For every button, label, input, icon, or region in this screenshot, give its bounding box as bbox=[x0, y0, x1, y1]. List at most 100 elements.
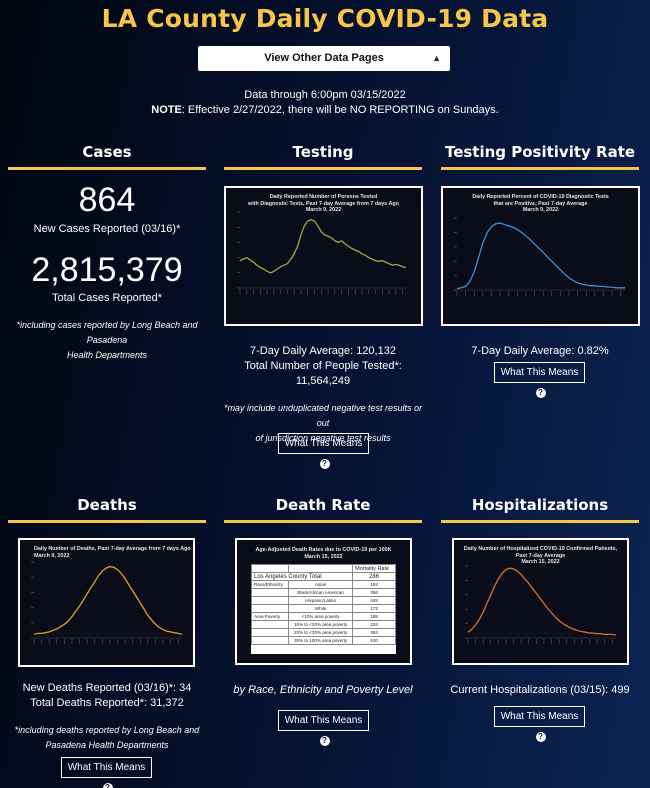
positivity-chart-title: Daily Reported Percent of COVID-19 Diagn… bbox=[443, 194, 638, 214]
positivity-series-line bbox=[456, 222, 625, 290]
total-cases-label: Total Cases Reported* bbox=[51, 292, 163, 304]
mortality-row: Hispanic/Latino 445 bbox=[250, 596, 396, 605]
testing-rule bbox=[224, 167, 422, 170]
testing-footnote-line2: of jurisdiction negative test results bbox=[255, 433, 391, 443]
new-deaths-label: New Deaths Reported (03/16)*: 34 bbox=[22, 682, 192, 694]
mortality-cell-label: White bbox=[288, 604, 354, 613]
mortality-cell-label: Black/African American bbox=[288, 588, 354, 597]
question-icon: ? bbox=[319, 459, 330, 469]
testing-chart-title-line1: Daily Reported Number of Persons Tested bbox=[269, 194, 378, 200]
mortality-cell-value: 234 bbox=[352, 620, 396, 629]
positivity-button-label: What This Means bbox=[500, 367, 579, 378]
deaths-footnote-line2: Pasadena Health Departments bbox=[45, 740, 169, 750]
positivity-chart[interactable]: Daily Reported Percent of COVID-19 Diagn… bbox=[441, 186, 640, 326]
testing-button-label: What This Means bbox=[284, 438, 363, 449]
death-rate-button-label: What This Means bbox=[284, 715, 363, 726]
hospitalizations-what-this-means-button[interactable]: What This Means? bbox=[494, 706, 585, 742]
mortality-cell-group bbox=[250, 588, 290, 597]
mortality-cell-label: 20% to <30% area poverty bbox=[288, 628, 354, 637]
mortality-cell-group bbox=[250, 628, 290, 637]
deaths-line-plot bbox=[31, 561, 183, 644]
mortality-row: 30% to 100% area poverty 510 bbox=[250, 636, 396, 645]
mortality-row: Black/African American 366 bbox=[250, 588, 396, 597]
hospitalizations-section-title: Hospitalizations bbox=[471, 496, 609, 514]
cases-footnote-line2: Health Departments bbox=[66, 350, 148, 360]
mortality-cell-group: Area Poverty bbox=[250, 612, 290, 621]
mortality-row: Race/Ethnicity Asian 193 bbox=[250, 580, 396, 589]
testing-line-plot bbox=[237, 211, 407, 294]
positivity-section-title: Testing Positivity Rate bbox=[444, 143, 636, 161]
mortality-cell-label: 10% to <20% area poverty bbox=[288, 620, 354, 629]
death-rate-section-title: Death Rate bbox=[275, 496, 371, 514]
updown-chevron-icon: ▲ bbox=[432, 53, 441, 63]
mortality-cell-group bbox=[250, 604, 290, 613]
mortality-cell-label: Hispanic/Latino bbox=[288, 596, 354, 605]
hospitalizations-line-plot bbox=[465, 565, 617, 644]
hospitalizations-chart-title-line3: March 15, 2022 bbox=[521, 559, 560, 565]
testing-chart[interactable]: Daily Reported Number of Persons Tested … bbox=[224, 186, 423, 326]
note-label: NOTE bbox=[151, 104, 182, 116]
deaths-chart-title-line1: Daily Number of Deaths, Past 7-day Avera… bbox=[34, 546, 191, 552]
deaths-chart-title-line2: March 9, 2022 bbox=[34, 552, 70, 559]
testing-footnote: *may include unduplicated negative test … bbox=[218, 401, 428, 446]
hospitalizations-chart-title-line1: Daily Number of Hospitalized COVID-19 Co… bbox=[463, 546, 618, 552]
mortality-cell-value: 193 bbox=[352, 580, 396, 589]
positivity-chart-title-line3: March 9, 2022 bbox=[522, 207, 559, 213]
mortality-header: Mortality Rate bbox=[352, 564, 396, 573]
current-hospitalizations: Current Hospitalizations (03/15): 499 bbox=[450, 684, 630, 696]
hospitalizations-series-line bbox=[467, 567, 617, 636]
mortality-cell-value: 445 bbox=[352, 596, 396, 605]
cases-section-title: Cases bbox=[82, 143, 132, 161]
cases-rule bbox=[8, 167, 206, 170]
death-rate-chart-title-line2: March 15, 2022 bbox=[304, 553, 343, 560]
positivity-rule bbox=[441, 167, 639, 170]
hospitalizations-chart[interactable]: Daily Number of Hospitalized COVID-19 Co… bbox=[452, 538, 629, 665]
deaths-series-line bbox=[33, 565, 183, 635]
testing-chart-title-line2: with Diagnostic Tests, Past 7-day Averag… bbox=[248, 200, 399, 207]
death-rate-what-this-means-button[interactable]: What This Means? bbox=[278, 710, 369, 746]
select-value: View Other Data Pages bbox=[264, 52, 384, 64]
county-total-label: Los Angeles County Total bbox=[250, 572, 354, 581]
hospitalizations-rule bbox=[441, 520, 639, 523]
question-icon: ? bbox=[319, 736, 330, 746]
mortality-cell-label: Asian bbox=[288, 580, 354, 589]
question-icon: ? bbox=[102, 783, 113, 788]
new-cases-label: New Cases Reported (03/16)* bbox=[33, 223, 181, 235]
county-total-value: 286 bbox=[352, 572, 396, 581]
deaths-what-this-means-button[interactable]: What This Means? bbox=[61, 757, 152, 788]
mortality-row: 10% to <20% area poverty 234 bbox=[250, 620, 396, 629]
question-icon: ? bbox=[535, 388, 546, 398]
testing-section-title: Testing bbox=[292, 143, 354, 161]
mortality-row: White 172 bbox=[250, 604, 396, 613]
total-deaths-label: Total Deaths Reported*: 31,372 bbox=[30, 697, 184, 709]
deaths-button-label: What This Means bbox=[67, 762, 146, 773]
mortality-table: Mortality Rate Los Angeles County Total 2… bbox=[250, 564, 396, 654]
new-cases-value: 864 bbox=[78, 181, 136, 219]
hospitalizations-chart-title-line2: Past 7-day Average bbox=[515, 552, 566, 559]
cases-footnote-line1: *including cases reported by Long Beach … bbox=[16, 320, 198, 345]
data-pages-select[interactable]: View Other Data Pages ▲ bbox=[198, 46, 450, 71]
positivity-chart-title-line2: that are Positive, Past 7-day Average bbox=[493, 200, 588, 207]
mortality-row: Area Poverty <10% area poverty 188 bbox=[250, 612, 396, 621]
testing-what-this-means-button[interactable]: What This Means? bbox=[278, 433, 369, 469]
death-rate-chart[interactable]: Age-Adjusted Death Rates due to COVID-19… bbox=[235, 538, 412, 665]
deaths-rule bbox=[8, 520, 206, 523]
hospitalizations-chart-title: Daily Number of Hospitalized COVID-19 Co… bbox=[454, 546, 627, 566]
testing-chart-title-line3: March 9, 2022 bbox=[305, 207, 342, 213]
testing-footnote-line1: *may include unduplicated negative test … bbox=[223, 403, 423, 428]
note-text: : Effective 2/27/2022, there will be NO … bbox=[181, 104, 499, 116]
data-through-text: Data through 6:00pm 03/15/2022 bbox=[244, 89, 406, 101]
death-rate-rule bbox=[224, 520, 422, 523]
positivity-line-plot bbox=[454, 217, 625, 296]
death-rate-chart-title: Age-Adjusted Death Rates due to COVID-19… bbox=[237, 547, 410, 560]
mortality-cell-value: 172 bbox=[352, 604, 396, 613]
deaths-chart[interactable]: Daily Number of Deaths, Past 7-day Avera… bbox=[18, 538, 195, 667]
positivity-average: 7-Day Daily Average: 0.82% bbox=[471, 345, 609, 357]
deaths-section-title: Deaths bbox=[77, 496, 137, 514]
positivity-what-this-means-button[interactable]: What This Means? bbox=[494, 362, 585, 398]
mortality-cell-label: <10% area poverty bbox=[288, 612, 354, 621]
mortality-cell-value: 510 bbox=[352, 636, 396, 645]
page-title: LA County Daily COVID-19 Data bbox=[101, 4, 549, 33]
testing-total-value: 11,564,249 bbox=[295, 375, 351, 387]
mortality-cell-value: 366 bbox=[352, 588, 396, 597]
